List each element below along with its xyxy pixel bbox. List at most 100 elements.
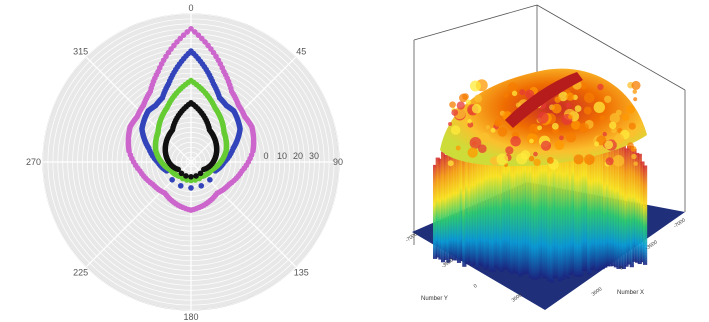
surface-column [523,93,528,274]
surface-bump [568,114,573,120]
surface-column [563,100,568,278]
polar-series-1 [139,48,243,191]
surface-column [531,99,536,280]
surface-bump [551,103,562,114]
surface-column [619,139,624,269]
surface-column [541,93,547,278]
surface-bump [565,132,577,143]
surface-bump [609,121,617,130]
surface-bump [627,142,634,149]
polar-point [178,170,185,177]
surface-column [557,93,563,282]
radial-tick-0: 0 [263,151,268,161]
radial-tick-10: 10 [277,151,287,161]
polar-series-0 [125,26,257,213]
surface-bump [469,80,481,92]
surface-column [576,108,581,278]
surface-column [589,119,595,271]
surface-column [536,97,541,279]
surface-bump [594,141,600,147]
surface-column [528,92,533,278]
surface-column [518,97,523,277]
surface-column [584,106,589,271]
surface-bump [447,160,454,167]
surface-bump [529,123,540,135]
surface-column [462,140,467,267]
surface-column [486,113,491,268]
surface-column [443,154,448,260]
surface-bump [629,130,637,138]
surface-bump [604,95,612,103]
surface-bump [459,93,468,103]
surface-bump [505,146,514,155]
surface-column [454,145,459,261]
surface-column [520,96,525,275]
surface-bump [497,126,508,137]
surface-bump [448,121,453,126]
x-tick: 3500 [591,286,604,297]
surface-bump [456,101,465,110]
surface-column [643,165,648,265]
surface-bump [602,131,607,137]
surface-column [515,98,520,274]
surface-bump [604,140,614,150]
surface-bump [583,92,595,104]
polar-point [177,182,184,189]
polar-point [188,185,194,191]
surface-column [587,113,592,275]
surface-bump [631,153,637,160]
surface-bump [628,122,636,130]
surface-column [555,98,560,279]
surface-bump [611,127,617,134]
surface-column [459,134,464,261]
surface-column [592,116,597,270]
surface-bump [593,101,605,114]
surface-bump [455,145,461,151]
surface-bump [605,157,614,166]
radial-tick-20: 20 [293,151,303,161]
polar-point [201,166,207,173]
surface-column [603,129,608,268]
surface-column [616,131,621,269]
surface-bump [571,120,581,130]
surface-column [483,112,488,270]
surface-column [581,105,587,272]
angle-tick-135: 135 [294,267,309,277]
angle-tick-0: 0 [188,3,193,13]
surface-bump [502,92,509,98]
surface-bump [477,144,487,154]
surface-column [467,135,472,264]
polar-point [191,29,198,35]
surface-bump [597,83,604,91]
surface-column [547,97,552,282]
surface-bump [485,125,491,130]
surface-bump [546,157,554,164]
surface-bump [583,106,592,115]
surface-bump [609,112,620,124]
surface-ridge [505,72,583,128]
surface-column [510,103,515,274]
surface-bump [622,113,630,121]
surface-bump [510,136,521,147]
surface-column [539,95,544,276]
polar-point [185,101,192,108]
surface-column [512,105,517,273]
polar-series-2 [152,77,230,184]
surface-column [549,93,555,283]
angle-tick-315: 315 [73,47,88,57]
surface-bump [519,89,526,96]
surface-column [595,116,600,272]
y-axis-label: Number Y [421,296,448,302]
angle-tick-45: 45 [296,47,306,57]
surface-column [491,108,496,272]
surface-bump [599,115,606,121]
surface-body [433,68,648,283]
x-axis-label: Number X [617,290,644,296]
surface-column [494,109,499,269]
surface-column [600,120,605,270]
surface-bump [449,101,456,108]
surface-column [560,98,565,280]
surface-column [632,148,637,262]
surface-column [480,119,486,267]
surface-bump [494,121,500,127]
